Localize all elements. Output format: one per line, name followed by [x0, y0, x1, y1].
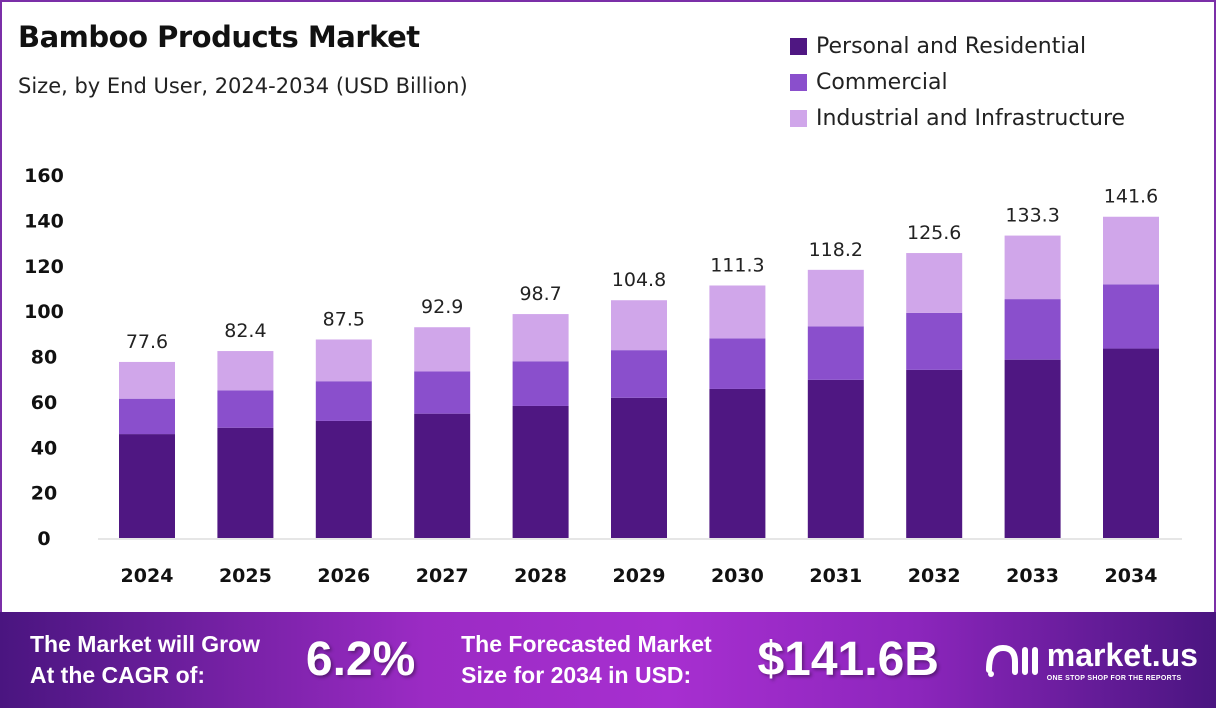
bar-segment-2029-2: [611, 300, 667, 351]
bar-segment-2026-1: [315, 381, 372, 421]
bar-segment-2027-1: [414, 371, 471, 414]
cagr-label: The Market will Grow At the CAGR of:: [30, 629, 260, 691]
chart-subtitle: Size, by End User, 2024-2034 (USD Billio…: [18, 74, 468, 98]
footer-banner: The Market will Grow At the CAGR of: 6.2…: [0, 612, 1216, 708]
legend-swatch: [790, 37, 807, 55]
total-label: 125.6: [907, 222, 961, 244]
bar-segment-2029-1: [611, 350, 667, 398]
bar-segment-2033-2: [1004, 235, 1061, 300]
total-label: 77.6: [126, 331, 168, 353]
total-label: 104.8: [612, 269, 666, 291]
y-tick-label: 120: [24, 256, 64, 278]
x-tick-label: 2028: [514, 565, 567, 587]
legend-item-commercial: Commercial: [790, 64, 1125, 100]
y-tick-label: 60: [31, 392, 57, 414]
bar-segment-2024-2: [119, 361, 175, 399]
total-label: 92.9: [421, 296, 463, 318]
y-tick-label: 160: [24, 165, 64, 187]
legend-swatch: [790, 73, 807, 91]
bar-segment-2029-0: [611, 397, 667, 538]
bar-segment-2027-2: [414, 327, 471, 372]
market-us-logo: market.us ONE STOP SHOP FOR THE REPORTS: [985, 636, 1198, 684]
logo-text: market.us: [1046, 637, 1198, 673]
bar-segment-2034-0: [1103, 348, 1159, 538]
x-tick-label: 2025: [219, 565, 272, 587]
x-tick-label: 2032: [908, 565, 961, 587]
forecast-label: The Forecasted Market Size for 2034 in U…: [461, 629, 712, 691]
bar-segment-2031-1: [807, 326, 864, 380]
bar-segment-2034-1: [1103, 284, 1159, 349]
cagr-label-line2: At the CAGR of:: [30, 662, 206, 688]
bar-segment-2034-2: [1103, 216, 1159, 285]
total-label: 98.7: [519, 283, 561, 305]
y-tick-label: 0: [37, 528, 50, 550]
bar-segment-2026-2: [315, 339, 372, 382]
bar-segment-2032-0: [906, 369, 963, 538]
forecast-label-line1: The Forecasted Market: [461, 631, 712, 657]
total-label: 82.4: [224, 320, 266, 342]
legend-label: Industrial and Infrastructure: [816, 105, 1126, 131]
bar-segment-2030-1: [709, 338, 766, 389]
y-tick-label: 40: [31, 437, 57, 459]
logo-tagline: ONE STOP SHOP FOR THE REPORTS: [1046, 675, 1182, 682]
total-label: 141.6: [1104, 186, 1158, 208]
legend-label: Commercial: [816, 69, 948, 95]
legend-swatch: [790, 109, 807, 127]
x-tick-label: 2034: [1105, 565, 1158, 587]
bar-segment-2028-1: [512, 361, 569, 406]
y-tick-label: 20: [31, 483, 57, 505]
legend-item-industrial: Industrial and Infrastructure: [790, 100, 1125, 136]
bar-segment-2025-2: [217, 351, 274, 391]
forecast-value: $141.6B: [757, 633, 939, 686]
x-tick-label: 2027: [416, 565, 469, 587]
bar-segment-2027-0: [414, 413, 471, 538]
forecast-label-line2: Size for 2034 in USD:: [461, 662, 692, 688]
bar-segment-2031-0: [807, 379, 864, 538]
y-tick-label: 100: [24, 301, 64, 323]
chart-title: Bamboo Products Market: [18, 20, 420, 54]
total-label: 87.5: [323, 308, 365, 330]
x-tick-label: 2033: [1006, 565, 1059, 587]
cagr-label-line1: The Market will Grow: [30, 631, 261, 657]
x-tick-label: 2030: [711, 565, 764, 587]
total-label: 111.3: [710, 254, 764, 276]
bar-segment-2025-0: [217, 427, 274, 538]
legend-label: Personal and Residential: [816, 33, 1087, 59]
bar-segment-2033-0: [1004, 359, 1061, 538]
cagr-value: 6.2%: [305, 633, 416, 686]
bar-segment-2028-2: [512, 314, 569, 362]
bar-segment-2032-1: [906, 312, 963, 370]
bar-segment-2028-0: [512, 405, 569, 538]
x-tick-label: 2031: [809, 565, 862, 587]
bar-segment-2031-2: [807, 269, 864, 327]
bar-chart: 0 20 40 60 80 100 120 140 160 77.6 2024 82.4 2025 87.…: [24, 165, 1182, 587]
bar-segment-2030-0: [709, 388, 766, 538]
bar-segment-2032-2: [906, 253, 963, 313]
logo-icon: [985, 644, 1038, 677]
x-tick-label: 2026: [317, 565, 370, 587]
legend-item-personal: Personal and Residential: [790, 28, 1125, 64]
y-tick-label: 80: [31, 347, 57, 369]
x-tick-label: 2024: [121, 565, 174, 587]
bar-segment-2024-0: [119, 434, 175, 538]
total-label: 118.2: [809, 239, 863, 261]
bar-segment-2025-1: [217, 390, 274, 428]
x-tick-label: 2029: [613, 565, 666, 587]
total-label: 133.3: [1005, 205, 1059, 227]
bar-segment-2033-1: [1004, 299, 1061, 360]
y-tick-label: 140: [24, 210, 64, 232]
bar-segment-2024-1: [119, 398, 175, 435]
legend: Personal and Residential Commercial Indu…: [790, 28, 1125, 136]
bar-segment-2026-0: [315, 420, 372, 538]
bar-segment-2030-2: [709, 285, 766, 339]
